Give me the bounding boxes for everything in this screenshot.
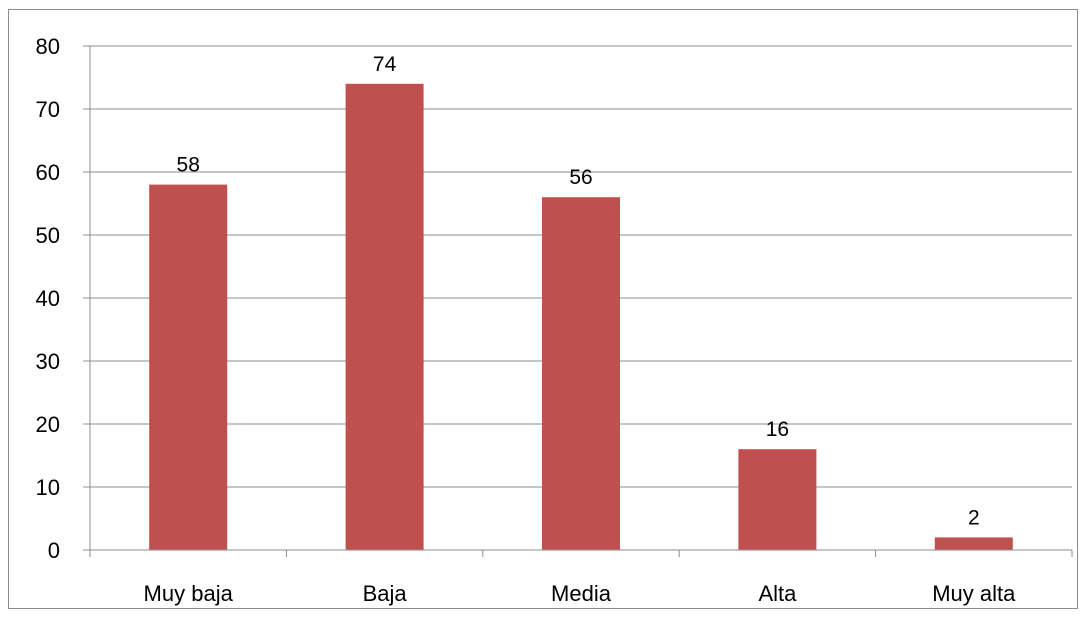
data-label: 2 [968,506,980,529]
data-label: 16 [766,418,789,441]
bars [149,83,1013,551]
x-category-label: Baja [363,581,408,606]
y-tick-label: 30 [36,349,60,374]
data-label: 56 [569,166,592,189]
x-category-label: Media [551,581,612,606]
y-tick-label: 40 [36,286,60,311]
y-tick-label: 0 [48,538,60,563]
x-category-label: Muy alta [932,581,1016,606]
labels: 0 10 20 30 40 50 60 70 80 58 Muy baja 74 Baja 56 Media… [36,34,1017,606]
data-label: 74 [373,53,397,76]
bar-muy-alta [934,537,1013,550]
bar-alta [738,449,817,550]
bar-muy-baja [149,184,228,550]
y-tick-label: 50 [36,223,60,248]
x-category-label: Alta [758,581,797,606]
y-tick-label: 10 [36,475,60,500]
bar-baja [345,83,424,551]
y-tick-label: 60 [36,160,60,185]
bar-media [542,197,620,550]
y-tick-label: 80 [36,34,60,59]
axes [83,45,1073,557]
y-tick-label: 20 [36,412,60,437]
y-tick-label: 70 [36,97,60,122]
x-category-label: Muy baja [144,581,234,606]
data-label: 58 [177,154,200,177]
